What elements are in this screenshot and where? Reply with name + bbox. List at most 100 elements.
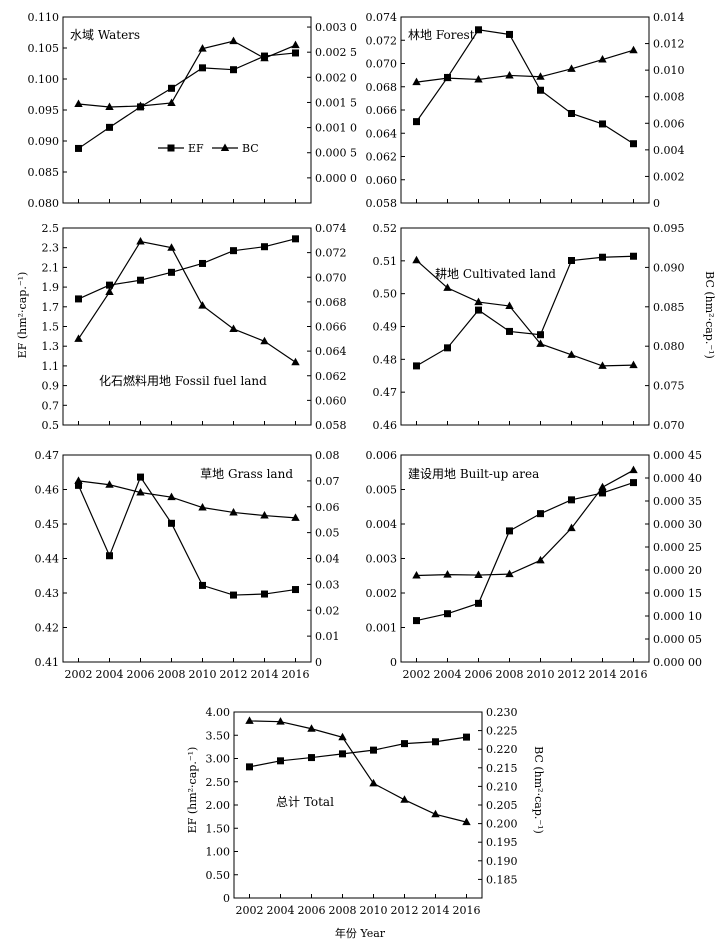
data-point-ef [199, 259, 206, 267]
y-left-tick-label: 0.001 [366, 622, 398, 635]
y-left-tick-label: 0.51 [373, 255, 398, 268]
data-point-bc [505, 301, 514, 310]
data-point-bc [136, 101, 145, 109]
series-line-bc [249, 720, 467, 823]
data-point-bc [474, 74, 483, 83]
panel-title: 总计 Total [276, 795, 334, 809]
x-tick-label: 2016 [282, 668, 310, 681]
data-point-bc [412, 571, 421, 579]
y-right-tick-label: 0.03 [315, 578, 340, 591]
plot-frame [62, 16, 312, 204]
data-point-bc [260, 511, 269, 519]
y-right-tick-label: 0.060 [315, 394, 347, 407]
x-tick-label: 2006 [465, 668, 493, 681]
chart-panel-2: 0.058 0.060 0.062 0.064 0.066 0.068 0.070 0.072… [366, 11, 685, 210]
x-tick-label: 2012 [558, 668, 586, 681]
data-point-ef [475, 26, 482, 34]
y-left-tick-label: 0.062 [366, 151, 398, 164]
y-right-tick-label: 0.05 [315, 527, 340, 540]
data-point-bc [229, 507, 238, 516]
series-line-bc [78, 40, 296, 108]
x-tick-label: 2004 [267, 904, 295, 917]
data-point-ef [292, 586, 299, 594]
y-left-tick-label: 0.003 [366, 553, 398, 566]
y-left-tick-label: 0.004 [366, 518, 398, 531]
x-axis-label: 年份 Year [335, 926, 386, 940]
data-point-bc [260, 53, 269, 62]
data-point-bc [443, 570, 452, 578]
y-left-tick-label: 0.43 [35, 587, 60, 600]
y-right-tick-label: 0.074 [315, 222, 347, 235]
y-right-tick-label: 0.000 20 [653, 564, 702, 577]
y-left-tick-label: 0.090 [28, 135, 60, 148]
y-right-tick-label: 0.000 10 [653, 610, 702, 623]
data-point-ef [339, 750, 346, 758]
y-left-tick-label: 0.060 [366, 174, 398, 187]
data-point-ef [261, 590, 268, 598]
y-left-tick-label: 1.3 [42, 340, 60, 353]
data-point-bc [105, 480, 114, 488]
data-point-bc [74, 334, 83, 342]
plot-frame [62, 454, 312, 663]
data-point-ef [444, 610, 451, 618]
y-left-tick-label: 1.7 [42, 301, 60, 314]
y-left-tick-label: 2.00 [206, 799, 231, 812]
plot-frame [400, 16, 650, 204]
y-left-tick-label: 0.45 [35, 518, 60, 531]
y-right-tick-label: 0.195 [486, 836, 518, 849]
y-right-tick-label: 0.002 0 [315, 71, 357, 84]
x-tick-label: 2010 [527, 668, 555, 681]
series-line-ef [249, 736, 467, 768]
x-tick-label: 2006 [127, 668, 155, 681]
data-point-ef [475, 599, 482, 607]
data-point-ef [106, 552, 113, 560]
y-right-tick-label: 0 [315, 656, 322, 669]
y-right-tick-label: 0.000 35 [653, 495, 702, 508]
y-right-tick-label: 0.001 5 [315, 96, 357, 109]
y-left-tick-label: 0.095 [28, 104, 60, 117]
data-point-bc [567, 523, 576, 532]
data-point-bc [629, 45, 638, 54]
data-point-ef [230, 247, 237, 255]
data-point-ef [75, 144, 82, 152]
y-right-tick-label: 0.185 [486, 873, 518, 886]
y-left-tick-label: 1.50 [206, 822, 231, 835]
y-right-tick-label: 0.066 [315, 321, 347, 334]
y-left-tick-label: 0.005 [366, 484, 398, 497]
panel-title: 草地 Grass land [200, 467, 293, 481]
y-right-tick-label: 0.07 [315, 475, 340, 488]
y-right-tick-label: 0.006 [653, 117, 685, 130]
data-point-ef [463, 733, 470, 741]
y-left-tick-label: 0.41 [35, 656, 60, 669]
total-y-axis-label-right: BC (hm²·cap.⁻¹) [532, 746, 545, 834]
y-right-tick-label: 0.000 40 [653, 472, 702, 485]
legend-bc-marker [220, 143, 230, 151]
data-point-ef [199, 64, 206, 72]
y-right-tick-label: 0.062 [315, 370, 347, 383]
y-right-tick-label: 0.001 0 [315, 122, 357, 135]
chart-panel-1: 0.080 0.085 0.090 0.095 0.100 0.105 0.110 0.000… [28, 11, 358, 210]
x-tick-label: 2012 [220, 668, 248, 681]
x-tick-label: 2008 [158, 668, 186, 681]
data-point-ef [537, 331, 544, 339]
y-right-tick-label: 0.000 5 [315, 147, 357, 160]
y-right-tick-label: 0.002 [653, 170, 685, 183]
data-point-bc [536, 72, 545, 80]
y-left-tick-label: 0.9 [42, 380, 60, 393]
data-point-ef [506, 30, 513, 38]
data-point-ef [630, 140, 637, 148]
x-tick-label: 2016 [453, 904, 481, 917]
y-left-tick-label: 4.00 [206, 706, 231, 719]
series-line-bc [78, 480, 296, 519]
y-right-tick-label: 0.004 [653, 144, 685, 157]
y-left-tick-label: 0.48 [373, 353, 398, 366]
data-point-bc [167, 98, 176, 106]
data-point-ef [246, 763, 253, 771]
data-point-bc [598, 55, 607, 63]
y-right-tick-label: 0.080 [653, 340, 685, 353]
x-tick-label: 2002 [236, 904, 264, 917]
plot-frame [400, 454, 650, 663]
y-right-tick-label: 0.070 [315, 271, 347, 284]
y-right-tick-label: 0.000 25 [653, 541, 702, 554]
panel-title: 建设用地 Built-up area [408, 467, 539, 481]
